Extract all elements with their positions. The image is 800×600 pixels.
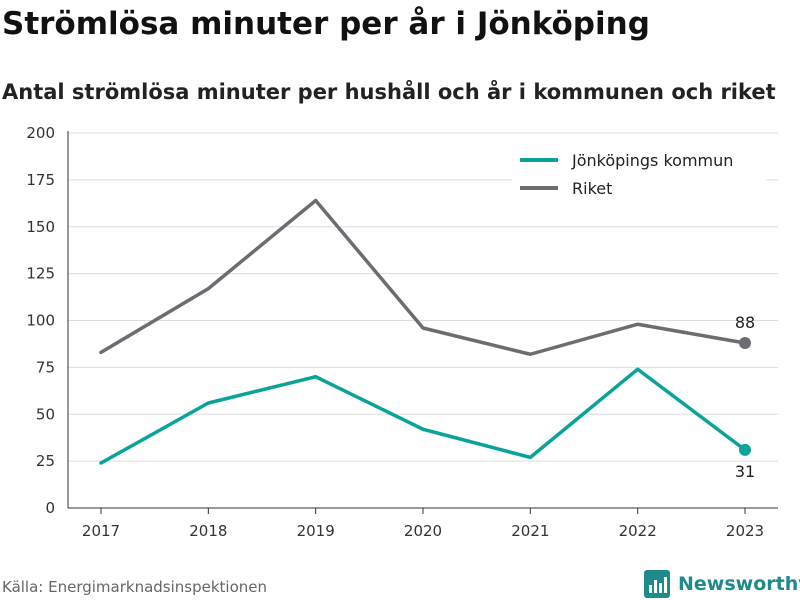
series-line-riket	[99, 198, 747, 356]
y-tick-label: 50	[36, 405, 55, 423]
x-tick-label: 2023	[726, 522, 764, 540]
brand-name: Newsworthy	[678, 573, 800, 595]
y-tick-label: 200	[26, 124, 55, 142]
y-tick-label: 125	[26, 265, 55, 283]
y-tick-label: 75	[36, 358, 55, 376]
data-label-riket: 88	[735, 313, 755, 332]
x-tick-label: 2019	[297, 522, 335, 540]
series-layer	[99, 198, 751, 465]
y-tick-label: 100	[26, 312, 55, 330]
legend-label-jonkoping: Jönköpings kommun	[571, 151, 733, 170]
y-tick-label: 0	[45, 499, 55, 517]
y-tick-label: 25	[36, 452, 55, 470]
label-layer: 31 88	[735, 313, 755, 481]
x-tick-label: 2018	[189, 522, 227, 540]
brand-logo: Newsworthy	[644, 568, 800, 600]
newsworthy-logo-icon	[644, 570, 670, 598]
y-tick-label: 175	[26, 171, 55, 189]
data-label-jonkoping: 31	[735, 462, 755, 481]
legend-background	[512, 146, 766, 204]
chart-title: Strömlösa minuter per år i Jönköping	[2, 6, 650, 42]
legend-label-riket: Riket	[572, 179, 612, 198]
x-tick-label: 2017	[82, 522, 120, 540]
x-tick-label: 2020	[404, 522, 442, 540]
end-point-jonkoping	[739, 443, 751, 456]
source-note: Källa: Energimarknadsinspektionen	[2, 578, 268, 596]
chart-subtitle: Antal strömlösa minuter per hushåll och …	[2, 80, 776, 104]
x-tick-label: 2021	[511, 522, 549, 540]
y-tick-label: 150	[26, 218, 55, 236]
end-point-riket	[739, 337, 751, 349]
legend: Jönköpings kommun Riket	[512, 146, 766, 204]
x-tick-label: 2022	[619, 522, 657, 540]
axis-layer: 0 25 50 75 100 125 150 175 200 2017 2018 2019 2020 20…	[26, 124, 778, 540]
series-line-jonkoping	[99, 367, 747, 465]
